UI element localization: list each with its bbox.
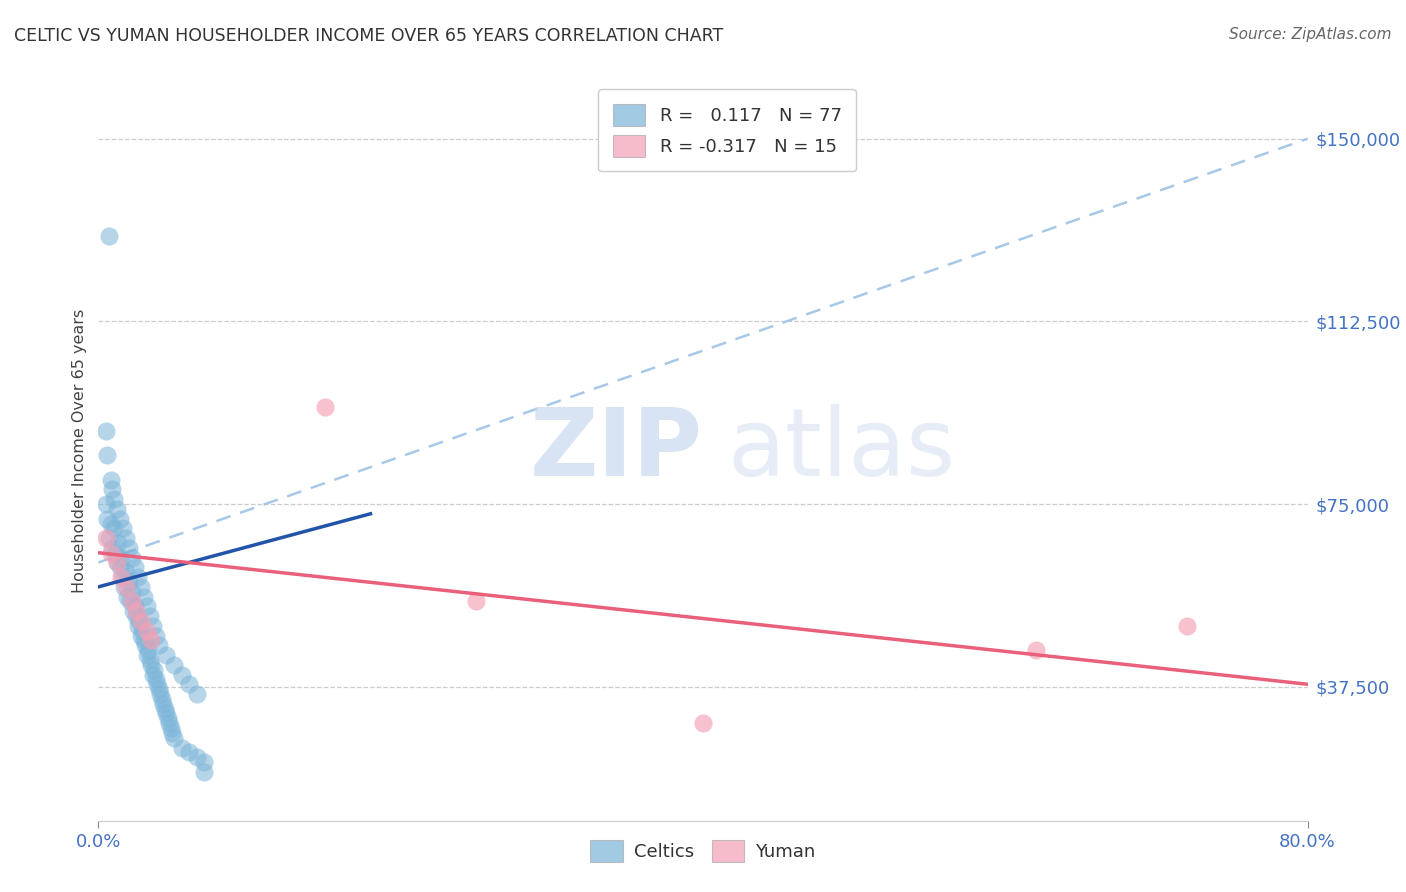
Point — [107, 536, 129, 550]
Point — [152, 697, 174, 711]
Point — [118, 574, 141, 589]
Point — [114, 580, 136, 594]
Point — [143, 663, 166, 677]
Point — [96, 511, 118, 525]
Point — [314, 400, 336, 414]
Point — [135, 599, 157, 614]
Point — [101, 541, 124, 555]
Point — [124, 599, 146, 614]
Point — [110, 550, 132, 565]
Point — [120, 594, 142, 608]
Point — [129, 614, 152, 628]
Point — [118, 541, 141, 555]
Point — [105, 556, 128, 570]
Point — [132, 633, 155, 648]
Point — [155, 706, 177, 721]
Point — [186, 750, 208, 764]
Point — [156, 711, 179, 725]
Point — [111, 521, 134, 535]
Point — [127, 619, 149, 633]
Point — [465, 594, 488, 608]
Point — [162, 726, 184, 740]
Point — [139, 653, 162, 667]
Point — [136, 643, 159, 657]
Point — [160, 721, 183, 735]
Point — [103, 521, 125, 535]
Point — [139, 609, 162, 624]
Y-axis label: Householder Income Over 65 years: Householder Income Over 65 years — [72, 309, 87, 592]
Point — [121, 594, 143, 608]
Point — [98, 229, 121, 244]
Point — [146, 677, 169, 691]
Point — [170, 667, 193, 681]
Point — [98, 531, 121, 545]
Point — [142, 667, 165, 681]
Point — [94, 497, 117, 511]
Point — [132, 590, 155, 604]
Point — [1024, 643, 1046, 657]
Point — [141, 657, 163, 672]
Point — [135, 624, 157, 638]
Point — [148, 638, 170, 652]
Point — [105, 556, 128, 570]
Point — [135, 648, 157, 662]
Text: CELTIC VS YUMAN HOUSEHOLDER INCOME OVER 65 YEARS CORRELATION CHART: CELTIC VS YUMAN HOUSEHOLDER INCOME OVER … — [14, 27, 723, 45]
Point — [103, 492, 125, 507]
Point — [193, 764, 215, 779]
Point — [193, 755, 215, 769]
Point — [101, 483, 124, 497]
Point — [1175, 619, 1198, 633]
Point — [100, 516, 122, 531]
Point — [96, 448, 118, 462]
Point — [163, 657, 186, 672]
Point — [112, 580, 135, 594]
Point — [110, 570, 132, 584]
Point — [150, 691, 173, 706]
Point — [100, 546, 122, 560]
Point — [155, 648, 177, 662]
Point — [121, 584, 143, 599]
Point — [179, 746, 201, 760]
Point — [179, 677, 201, 691]
Point — [115, 590, 138, 604]
Point — [129, 628, 152, 642]
Point — [145, 673, 167, 687]
Point — [108, 511, 131, 525]
Point — [134, 638, 156, 652]
Point — [127, 570, 149, 584]
Point — [128, 614, 150, 628]
Point — [148, 682, 170, 697]
Text: Source: ZipAtlas.com: Source: ZipAtlas.com — [1229, 27, 1392, 42]
Point — [108, 560, 131, 574]
Point — [129, 580, 152, 594]
Point — [153, 701, 176, 715]
Point — [142, 619, 165, 633]
Point — [131, 624, 153, 638]
Point — [125, 604, 148, 618]
Point — [94, 531, 117, 545]
Point — [124, 560, 146, 574]
Text: atlas: atlas — [727, 404, 956, 497]
Point — [141, 633, 163, 648]
Point — [145, 628, 167, 642]
Point — [170, 740, 193, 755]
Point — [111, 570, 134, 584]
Point — [104, 546, 127, 560]
Text: ZIP: ZIP — [530, 404, 703, 497]
Point — [94, 424, 117, 438]
Point — [121, 550, 143, 565]
Point — [692, 716, 714, 731]
Point — [186, 687, 208, 701]
Point — [114, 566, 136, 580]
Point — [125, 609, 148, 624]
Point — [114, 531, 136, 545]
Point — [149, 687, 172, 701]
Point — [105, 502, 128, 516]
Point — [163, 731, 186, 745]
Point — [100, 473, 122, 487]
Point — [122, 604, 145, 618]
Legend: Celtics, Yuman: Celtics, Yuman — [582, 830, 824, 871]
Point — [159, 716, 181, 731]
